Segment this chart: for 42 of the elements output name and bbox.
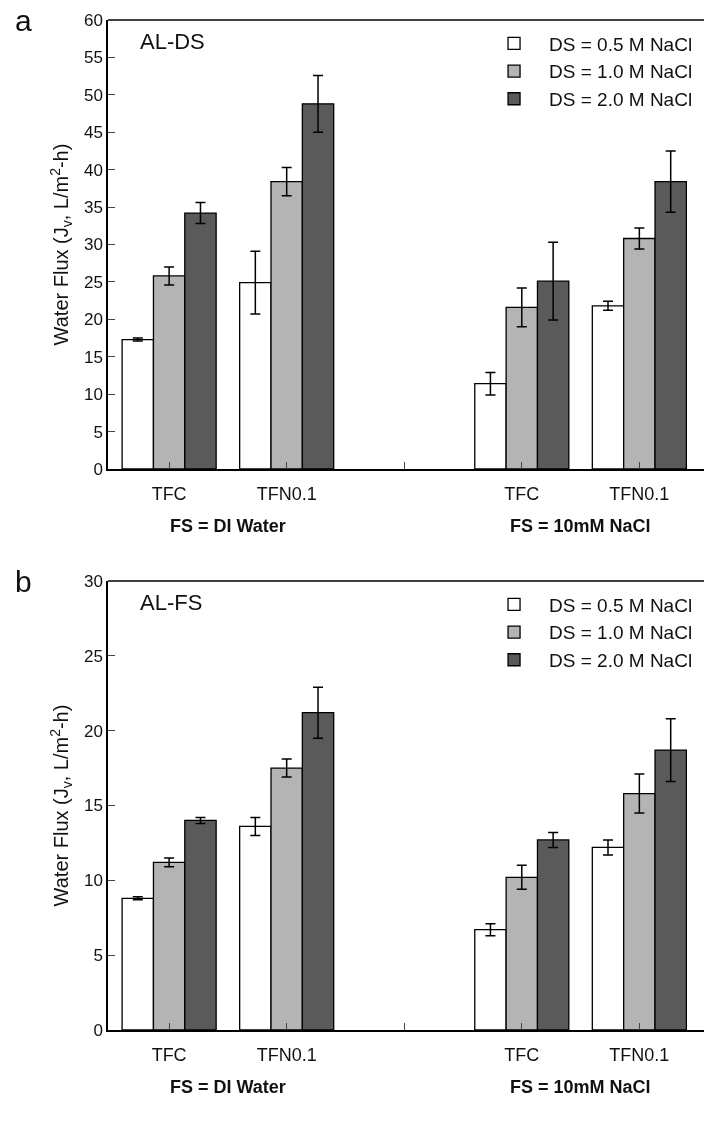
y-tick-label: 5 (93, 422, 103, 442)
x-tick-label: TFC (151, 484, 187, 505)
x-tick-label: TFN0.1 (256, 1045, 317, 1066)
text: FS = 10mM NaCl (510, 516, 651, 536)
y-tick-label: 5 (93, 946, 103, 966)
text: b (15, 565, 32, 598)
y-tick-label: 35 (83, 198, 103, 218)
y-tick-label: 0 (93, 459, 103, 479)
text: FS = 10mM NaCl (510, 1077, 651, 1097)
y-tick-label: 0 (93, 1020, 103, 1040)
x-tick-label: TFC (504, 484, 540, 505)
x-tick-label: TFC (504, 1045, 540, 1066)
y-tick-label: 50 (83, 85, 103, 105)
y-tick-label: 20 (83, 721, 103, 741)
y-tick-label: 25 (83, 646, 103, 666)
x-tick-label: TFN0.1 (609, 1045, 670, 1066)
y-tick-label: 10 (83, 871, 103, 891)
annotation: AL-FS (140, 590, 203, 615)
text: FS = DI Water (170, 1077, 286, 1097)
y-tick-label: 30 (83, 571, 103, 591)
y-tick-label: 10 (83, 385, 103, 405)
y-tick-label: 30 (83, 235, 103, 255)
text: FS = DI Water (170, 516, 286, 536)
legend-label: DS = 2.0 M NaCl (549, 650, 693, 672)
legend-label: DS = 0.5 M NaCl (549, 33, 693, 55)
y-tick-label: 20 (83, 310, 103, 330)
y-tick-label: 45 (83, 123, 103, 143)
y-tick-label: 15 (83, 347, 103, 367)
x-tick-label: TFN0.1 (256, 484, 317, 505)
y-tick-label: 15 (83, 796, 103, 816)
y-tick-label: 55 (83, 48, 103, 68)
y-tick-label: 60 (83, 10, 103, 30)
annotation: AL-DS (140, 29, 205, 54)
legend-label: DS = 1.0 M NaCl (549, 622, 693, 644)
x-tick-label: TFN0.1 (609, 484, 670, 505)
legend-label: DS = 0.5 M NaCl (549, 594, 693, 616)
y-tick-label: 40 (83, 160, 103, 180)
y-tick-label: 25 (83, 272, 103, 292)
legend-label: DS = 1.0 M NaCl (549, 61, 693, 83)
x-tick-label: TFC (151, 1045, 187, 1066)
legend-label: DS = 2.0 M NaCl (549, 89, 693, 111)
text: a (15, 4, 32, 37)
